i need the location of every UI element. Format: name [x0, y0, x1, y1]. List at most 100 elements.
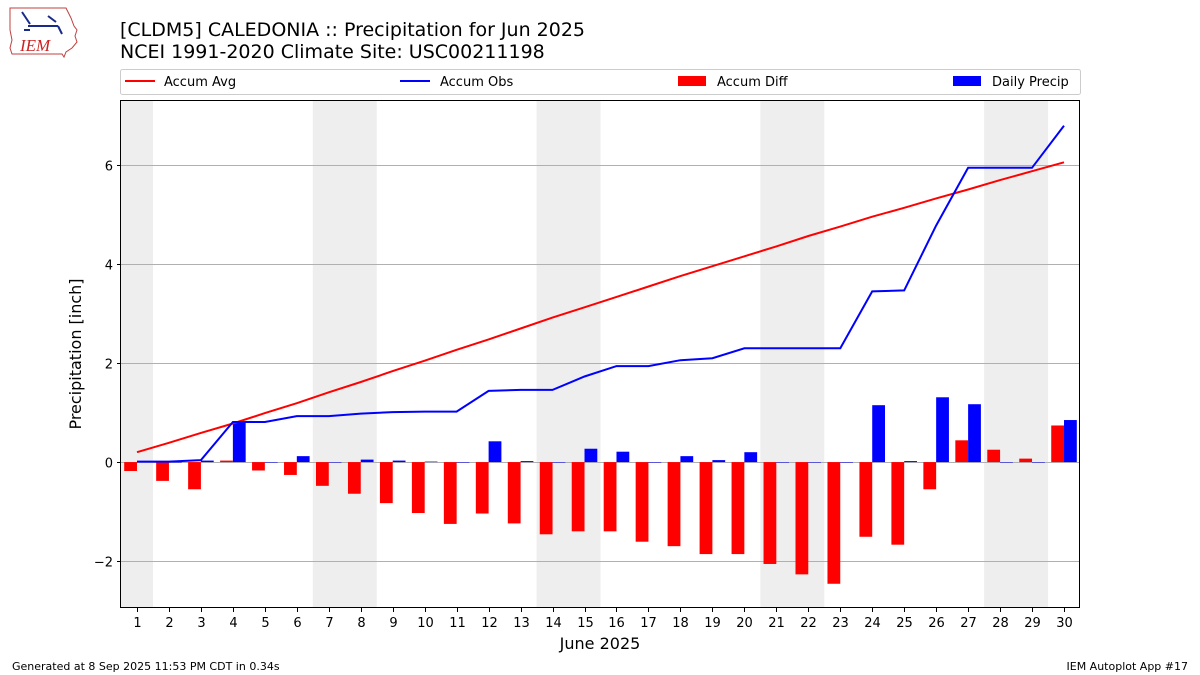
daily-precip-bar-12: [488, 441, 502, 463]
daily-precip-bar-4: [232, 421, 246, 463]
x-tick-label-21: 21: [768, 616, 785, 631]
x-tick-label-22: 22: [800, 616, 817, 631]
x-tick-label-1: 1: [133, 616, 141, 631]
accum-avg-line: [136, 161, 1065, 454]
y-axis-ticks: −2 0 2 4 6: [94, 160, 121, 571]
daily-precip-bar-14: [552, 462, 566, 463]
y-tick-label-4: 4: [105, 259, 113, 274]
x-tick-label-2: 2: [165, 616, 173, 631]
x-tick-label-14: 14: [545, 616, 562, 631]
x-tick-label-16: 16: [608, 616, 625, 631]
daily-precip-bar-11: [456, 462, 470, 463]
accum-diff-bar-3: [188, 462, 201, 490]
x-tick-label-9: 9: [389, 616, 397, 631]
y-tick-label-0: 0: [105, 457, 113, 472]
chart-title-line1: [CLDM5] CALEDONIA :: Precipitation for J…: [120, 19, 585, 41]
legend: Accum Avg Accum Obs Accum Diff Daily Pre…: [120, 69, 1081, 95]
x-tick-label-18: 18: [672, 616, 689, 631]
accum-diff-bar-17: [635, 462, 649, 542]
daily-precip-bar-23: [840, 462, 854, 463]
x-tick-label-23: 23: [832, 616, 849, 631]
daily-precip-bar-26: [936, 397, 949, 463]
weekend-shading: [121, 101, 1049, 608]
daily-precip-bar-27: [968, 404, 981, 463]
chart-title-line2: NCEI 1991-2020 Climate Site: USC00211198: [120, 41, 545, 63]
daily-precip-bar-21: [776, 462, 790, 463]
daily-precip-bar-24: [872, 405, 886, 463]
x-tick-label-28: 28: [992, 616, 1009, 631]
weekend-shade-5: [984, 101, 1049, 608]
accum-diff-bar-2: [156, 462, 169, 481]
daily-precip-bar-16: [616, 451, 630, 463]
accum-diff-bar-24: [859, 462, 873, 537]
x-tick-label-30: 30: [1056, 616, 1073, 631]
accum-diff-bar-27: [955, 440, 969, 463]
daily-precip-bar-9: [392, 460, 406, 463]
daily-precip-bar-8: [360, 459, 374, 463]
accum-diff-bar-16: [603, 462, 617, 532]
x-tick-label-12: 12: [481, 616, 498, 631]
x-tick-label-29: 29: [1024, 616, 1041, 631]
accum-diff-bar-10: [411, 462, 425, 514]
x-tick-label-11: 11: [449, 616, 466, 631]
y-tick-label-2: 2: [105, 358, 113, 373]
accum-diff-bars: [124, 425, 1065, 584]
x-tick-label-25: 25: [896, 616, 913, 631]
x-tick-label-26: 26: [928, 616, 945, 631]
footer-generated: Generated at 8 Sep 2025 11:53 PM CDT in …: [12, 660, 280, 673]
legend-swatch-daily-precip: [953, 76, 981, 86]
iem-logo: IEM: [9, 7, 78, 59]
accum-diff-bar-7: [315, 462, 329, 486]
accum-diff-bar-13: [507, 462, 521, 524]
accum-diff-bar-25: [891, 462, 905, 545]
daily-precip-bar-18: [680, 456, 694, 463]
daily-precip-bar-19: [712, 460, 726, 463]
accum-diff-bar-23: [827, 462, 841, 584]
weekend-shade-1: [121, 101, 153, 608]
accum-diff-bar-19: [699, 462, 713, 555]
daily-precip-bar-5: [264, 462, 278, 463]
legend-label-accum-avg: Accum Avg: [164, 75, 236, 90]
daily-precip-bar-2: [168, 462, 182, 463]
accum-diff-bar-22: [795, 462, 809, 575]
accum-diff-bar-9: [379, 462, 393, 504]
x-tick-label-8: 8: [357, 616, 365, 631]
daily-precip-bar-28: [1000, 462, 1013, 463]
accum-diff-bar-15: [571, 462, 585, 532]
weather-vane-icon: [21, 11, 63, 35]
weekend-shade-2: [312, 101, 377, 608]
legend-swatch-accum-diff: [678, 76, 706, 86]
y-axis-label: Precipitation [inch]: [66, 278, 85, 429]
x-tick-label-19: 19: [704, 616, 721, 631]
daily-precip-bar-29: [1032, 462, 1045, 463]
daily-precip-bar-17: [648, 462, 662, 463]
accum-diff-bar-14: [539, 462, 553, 535]
accum-diff-bar-26: [923, 462, 937, 490]
daily-precip-bars: [136, 397, 1077, 463]
x-tick-label-10: 10: [417, 616, 434, 631]
footer-app: IEM Autoplot App #17: [1067, 660, 1189, 673]
accum-diff-bar-4: [220, 460, 233, 463]
x-tick-label-15: 15: [577, 616, 594, 631]
accum-diff-bar-8: [347, 462, 361, 494]
x-tick-label-6: 6: [293, 616, 301, 631]
daily-precip-bar-20: [744, 452, 758, 463]
legend-label-daily-precip: Daily Precip: [992, 75, 1069, 90]
accum-lines: [136, 125, 1065, 463]
x-tick-label-27: 27: [960, 616, 977, 631]
x-axis-ticks: 1 2 3 4 5 6 7 8 9 10 11 12 13 14 15 16 17 18 19 20 21 22 23 24 2…: [133, 608, 1073, 631]
accum-obs-line: [137, 125, 1065, 463]
accum-diff-bar-28: [987, 449, 1001, 463]
daily-precip-bar-10: [424, 461, 438, 463]
y-tick-label-6: 6: [105, 160, 113, 175]
daily-precip-bar-7: [328, 462, 342, 463]
daily-precip-bar-22: [808, 462, 822, 463]
y-tick-label--2: −2: [94, 556, 113, 571]
accum-diff-bar-6: [284, 462, 297, 475]
x-axis-label: June 2025: [559, 634, 641, 653]
daily-precip-bar-30: [1064, 420, 1077, 463]
daily-precip-bar-13: [520, 461, 534, 463]
x-tick-label-20: 20: [736, 616, 753, 631]
accum-diff-bar-30: [1051, 425, 1065, 463]
